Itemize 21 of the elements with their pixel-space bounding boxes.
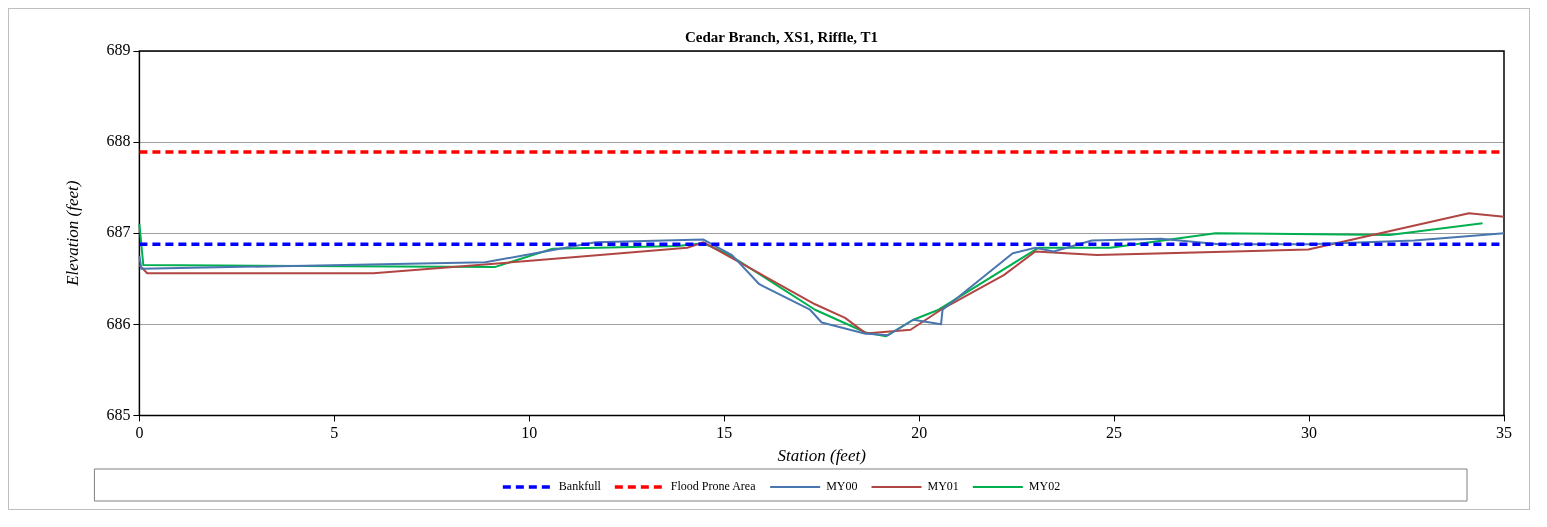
x-tick-label: 30 bbox=[1301, 424, 1318, 442]
y-tick-label: 685 bbox=[106, 405, 131, 423]
legend-label: MY01 bbox=[927, 479, 959, 494]
legend-label: MY02 bbox=[1028, 479, 1061, 494]
y-tick-label: 689 bbox=[106, 41, 131, 59]
legend-label: MY00 bbox=[826, 479, 858, 494]
legend-label: Flood Prone Area bbox=[670, 479, 757, 494]
y-tick-label: 688 bbox=[106, 132, 131, 150]
x-tick-label: 5 bbox=[330, 424, 339, 442]
legend-label: Bankfull bbox=[558, 479, 602, 494]
y-axis-title: Elevation (feet) bbox=[62, 180, 82, 287]
x-tick-label: 0 bbox=[135, 424, 144, 442]
chart-title: Cedar Branch, XS1, Riffle, T1 bbox=[684, 28, 879, 45]
x-axis-title: Station (feet) bbox=[777, 446, 867, 466]
x-tick-label: 35 bbox=[1496, 424, 1512, 442]
x-tick-label: 10 bbox=[521, 424, 538, 442]
y-tick-label: 687 bbox=[106, 223, 131, 241]
x-tick-label: 25 bbox=[1106, 424, 1123, 442]
x-tick-label: 20 bbox=[911, 424, 928, 442]
x-tick-label: 15 bbox=[716, 424, 733, 442]
y-tick-label: 686 bbox=[106, 314, 131, 332]
